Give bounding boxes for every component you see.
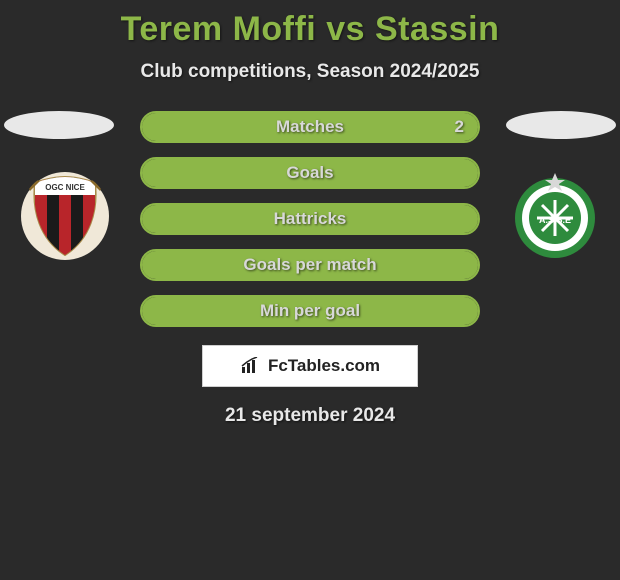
page-subtitle: Club competitions, Season 2024/2025 bbox=[0, 61, 620, 83]
date-text: 21 september 2024 bbox=[0, 405, 620, 427]
stat-label: Min per goal bbox=[260, 301, 360, 321]
stat-label: Goals per match bbox=[243, 255, 376, 275]
comparison-arena: OGC NICE A.S.S.E Matches 2 bbox=[0, 111, 620, 427]
stat-row-matches: Matches 2 bbox=[140, 111, 480, 143]
stat-val-right: 2 bbox=[455, 117, 464, 137]
stat-row-gpm: Goals per match bbox=[140, 249, 480, 281]
player-disc-right bbox=[506, 111, 616, 139]
stat-label: Hattricks bbox=[274, 209, 347, 229]
nice-badge-icon: OGC NICE bbox=[20, 171, 110, 261]
stat-rows: Matches 2 Goals Hattricks Goals per matc… bbox=[140, 111, 480, 327]
asse-badge-icon: A.S.S.E bbox=[510, 171, 600, 261]
stat-row-mpg: Min per goal bbox=[140, 295, 480, 327]
stat-label: Goals bbox=[286, 163, 333, 183]
club-badge-left: OGC NICE bbox=[20, 171, 110, 261]
brand-text: FcTables.com bbox=[268, 356, 380, 376]
barchart-icon bbox=[240, 357, 262, 375]
stat-row-hattricks: Hattricks bbox=[140, 203, 480, 235]
club-badge-right: A.S.S.E bbox=[510, 171, 600, 261]
brand-box[interactable]: FcTables.com bbox=[202, 345, 418, 387]
player-disc-left bbox=[4, 111, 114, 139]
stat-row-goals: Goals bbox=[140, 157, 480, 189]
stat-label: Matches bbox=[276, 117, 344, 137]
svg-text:A.S.S.E: A.S.S.E bbox=[539, 215, 571, 225]
svg-text:OGC NICE: OGC NICE bbox=[45, 183, 85, 192]
page-title: Terem Moffi vs Stassin bbox=[0, 0, 620, 49]
